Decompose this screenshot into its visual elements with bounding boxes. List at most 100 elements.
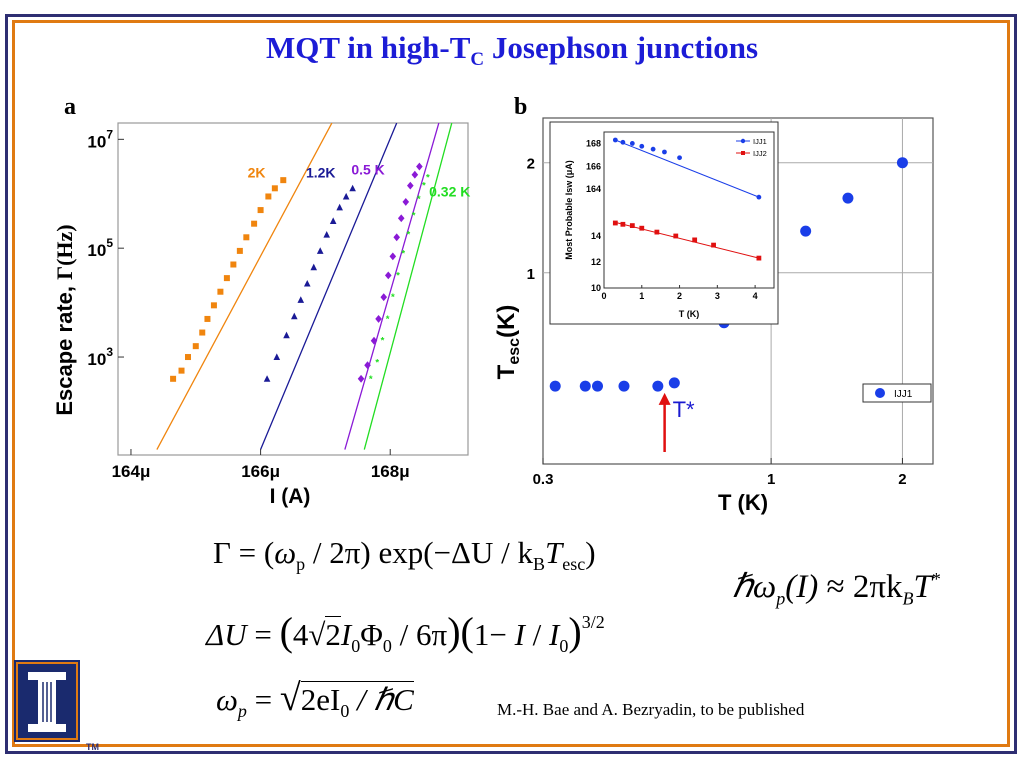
inset-x-tick-label: 4 <box>753 291 758 301</box>
inset-data-point <box>639 225 645 231</box>
data-point: * <box>407 230 411 241</box>
data-point: * <box>375 357 379 368</box>
data-point <box>407 181 414 190</box>
data-point <box>397 214 405 223</box>
data-point <box>380 293 388 302</box>
inset-fit-line-0 <box>615 139 760 198</box>
data-point <box>257 207 264 214</box>
data-point <box>192 343 199 350</box>
data-point <box>185 354 191 361</box>
equation-crossover: ℏωp(I) ≈ 2πkBT* <box>732 569 941 609</box>
chart-a-ylabel: Escape rate, Γ(Hz) <box>52 224 77 415</box>
inset-legend-marker-ijj2 <box>741 151 745 155</box>
chart-b-legend-label: IJJ1 <box>894 389 913 400</box>
data-point <box>323 230 331 238</box>
chart-a-ylabel-symbol: Γ(Hz) <box>52 224 77 280</box>
inset-data-point <box>756 255 762 261</box>
x-tick-label: 164μ <box>112 462 151 481</box>
inset-y-tick-label-bottom: 10 <box>591 283 601 293</box>
y-tick-label: 105 <box>87 236 113 260</box>
data-point <box>217 288 224 295</box>
inset-data-point <box>673 233 679 239</box>
data-point: * <box>386 314 390 325</box>
data-point: * <box>417 194 421 205</box>
data-point <box>336 203 343 211</box>
citation-credit: M.-H. Bae and A. Bezryadin, to be publis… <box>497 700 805 719</box>
inset-x-tick-label: 0 <box>601 291 606 301</box>
inset-y-tick-label-top: 168 <box>586 138 601 148</box>
equation-barrier-height: ΔU = (4√2I0Φ0 / 6π)(1− I / I0)3/2 <box>206 609 605 657</box>
data-point <box>199 329 206 336</box>
chart-b-ylabel-main: T <box>493 364 520 379</box>
data-point <box>263 375 271 382</box>
data-point <box>592 380 604 392</box>
chart-b-ylabel-sub: esc <box>506 338 523 365</box>
slide-title: MQT in high-TC Josephson junctions <box>0 30 1024 71</box>
inset-data-point <box>650 146 656 152</box>
chart-b-ylabel: Tesc(K) <box>493 305 523 380</box>
equation-escape-rate: Γ = (ωp / 2π) exp(−ΔU / kBTesc) <box>213 535 596 575</box>
data-point <box>236 247 243 254</box>
data-point <box>549 380 561 392</box>
university-column-logo-icon <box>14 660 80 742</box>
inset-data-point <box>620 221 626 227</box>
inset-legend-marker-ijj1 <box>740 138 746 144</box>
equation-plasma-frequency: ωp = √2eI0 / ℏC <box>216 677 414 722</box>
inset-data-point <box>692 237 698 243</box>
chart-b-ylabel-unit: (K) <box>493 305 520 338</box>
inset-data-point <box>629 223 635 228</box>
fit-line-3 <box>363 123 453 450</box>
inset-y-tick-label-bottom: 12 <box>591 257 601 267</box>
data-point <box>384 271 392 280</box>
data-point <box>402 198 410 206</box>
data-point <box>303 279 311 287</box>
data-point <box>273 353 281 361</box>
trademark-mark: TM <box>86 742 99 752</box>
data-point: * <box>426 172 430 183</box>
data-point <box>297 296 305 303</box>
data-point: * <box>401 249 405 260</box>
fit-line-2 <box>344 123 440 450</box>
series-label: 0.5 K <box>351 162 384 178</box>
y-tick-label: 107 <box>87 127 113 151</box>
x-tick-label: 166μ <box>241 462 280 481</box>
inset-y-tick-label-bottom: 14 <box>591 231 601 241</box>
inset-data-point <box>756 194 762 200</box>
slide-frame-inner <box>12 20 1010 747</box>
data-point <box>178 367 185 374</box>
data-point: * <box>391 292 395 303</box>
y-tick-label: 2 <box>527 156 535 173</box>
t-star-arrow-head <box>658 392 671 405</box>
data-point <box>316 247 324 254</box>
data-point <box>210 302 217 309</box>
data-point <box>357 374 365 383</box>
chart-b-xlabel: T (K) <box>718 490 768 515</box>
inset-x-tick-label: 1 <box>639 291 644 301</box>
data-point <box>370 336 378 345</box>
inset-ylabel: Most Probable Isw (μA) <box>564 160 574 260</box>
data-point <box>800 225 812 237</box>
data-point <box>280 177 287 184</box>
data-point <box>668 377 680 389</box>
data-point <box>271 185 278 192</box>
data-point: * <box>396 270 400 281</box>
chart-a-xlabel: I (A) <box>270 485 311 508</box>
data-point: * <box>422 181 426 192</box>
inset-data-point <box>620 139 626 145</box>
chart-b-legend: IJJ1 <box>862 383 932 403</box>
data-point <box>310 263 318 271</box>
data-point <box>265 193 272 200</box>
data-point: * <box>381 336 385 347</box>
x-tick-label: 0.3 <box>533 471 554 488</box>
inset-data-point <box>629 141 635 146</box>
inset-y-tick-label-top: 166 <box>586 161 601 171</box>
data-point <box>349 184 356 192</box>
data-point <box>243 234 250 241</box>
y-tick-label: 1 <box>527 266 535 283</box>
title-main: MQT in high-T <box>265 30 471 65</box>
data-point <box>416 162 423 171</box>
data-point <box>652 380 664 392</box>
series-label: 1.2K <box>306 164 336 180</box>
title-subscript: C <box>470 49 485 71</box>
